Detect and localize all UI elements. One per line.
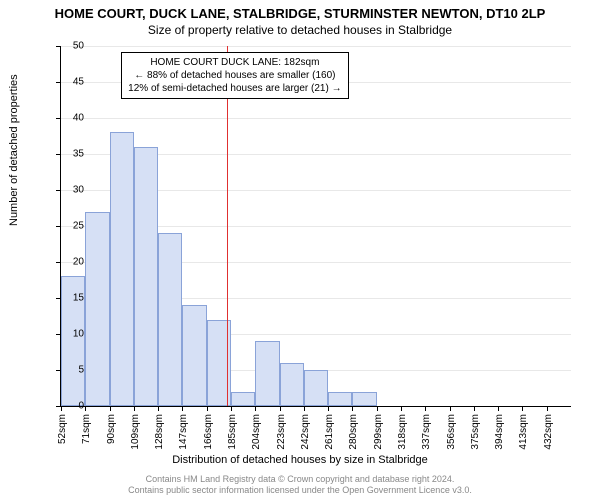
histogram-bar: [182, 305, 206, 406]
x-tick: [352, 406, 353, 411]
y-tick-label: 10: [44, 329, 84, 340]
x-tick-label: 261sqm: [324, 414, 335, 450]
x-tick-label: 71sqm: [81, 414, 92, 444]
y-tick-label: 30: [44, 185, 84, 196]
x-tick-label: 185sqm: [227, 414, 238, 450]
x-tick-label: 52sqm: [57, 414, 68, 444]
x-tick: [425, 406, 426, 411]
x-tick: [280, 406, 281, 411]
histogram-chart: HOME COURT DUCK LANE: 182sqm ← 88% of de…: [60, 46, 570, 406]
y-tick-label: 0: [44, 401, 84, 412]
y-tick-label: 35: [44, 149, 84, 160]
histogram-bar: [255, 341, 279, 406]
x-tick: [401, 406, 402, 411]
gridline: [61, 46, 571, 47]
x-tick-label: 90sqm: [106, 414, 117, 444]
x-tick-label: 223sqm: [276, 414, 287, 450]
x-tick: [304, 406, 305, 411]
x-tick: [85, 406, 86, 411]
attribution-line: Contains HM Land Registry data © Crown c…: [0, 474, 600, 485]
attribution-text: Contains HM Land Registry data © Crown c…: [0, 474, 600, 496]
histogram-bar: [110, 132, 134, 406]
x-tick: [474, 406, 475, 411]
histogram-bar: [134, 147, 158, 406]
histogram-bar: [328, 392, 352, 406]
y-tick-label: 20: [44, 257, 84, 268]
x-tick: [134, 406, 135, 411]
annotation-line: HOME COURT DUCK LANE: 182sqm: [128, 56, 341, 69]
x-tick: [158, 406, 159, 411]
x-tick-label: 128sqm: [154, 414, 165, 450]
x-tick-label: 166sqm: [203, 414, 214, 450]
histogram-bar: [304, 370, 328, 406]
x-tick-label: 204sqm: [251, 414, 262, 450]
x-tick: [231, 406, 232, 411]
x-tick-label: 299sqm: [373, 414, 384, 450]
x-tick-label: 318sqm: [397, 414, 408, 450]
x-tick: [547, 406, 548, 411]
y-tick-label: 25: [44, 221, 84, 232]
x-tick-label: 413sqm: [518, 414, 529, 450]
x-tick: [522, 406, 523, 411]
x-tick-label: 109sqm: [130, 414, 141, 450]
y-tick-label: 15: [44, 293, 84, 304]
attribution-line: Contains public sector information licen…: [0, 485, 600, 496]
page-subtitle: Size of property relative to detached ho…: [0, 21, 600, 37]
y-tick-label: 45: [44, 77, 84, 88]
x-tick: [498, 406, 499, 411]
histogram-bar: [85, 212, 109, 406]
histogram-bar: [231, 392, 255, 406]
marker-annotation: HOME COURT DUCK LANE: 182sqm ← 88% of de…: [121, 52, 348, 99]
gridline: [61, 118, 571, 119]
x-tick: [255, 406, 256, 411]
plot-area: [60, 46, 571, 407]
x-tick-label: 356sqm: [446, 414, 457, 450]
annotation-line: 12% of semi-detached houses are larger (…: [128, 82, 341, 95]
x-axis-label: Distribution of detached houses by size …: [0, 454, 600, 466]
x-tick: [110, 406, 111, 411]
annotation-line: ← 88% of detached houses are smaller (16…: [128, 69, 341, 82]
x-tick: [328, 406, 329, 411]
x-tick-label: 280sqm: [348, 414, 359, 450]
x-tick-label: 242sqm: [300, 414, 311, 450]
histogram-bar: [158, 233, 182, 406]
x-tick-label: 394sqm: [494, 414, 505, 450]
x-tick-label: 375sqm: [470, 414, 481, 450]
x-tick: [450, 406, 451, 411]
x-tick-label: 432sqm: [543, 414, 554, 450]
y-tick-label: 50: [44, 41, 84, 52]
y-axis-label: Number of detached properties: [8, 74, 20, 226]
y-tick-label: 40: [44, 113, 84, 124]
histogram-bar: [280, 363, 304, 406]
x-tick: [207, 406, 208, 411]
x-tick-label: 337sqm: [421, 414, 432, 450]
histogram-bar: [352, 392, 376, 406]
x-tick-label: 147sqm: [178, 414, 189, 450]
page-title: HOME COURT, DUCK LANE, STALBRIDGE, STURM…: [0, 0, 600, 21]
marker-line: [227, 46, 228, 406]
y-tick-label: 5: [44, 365, 84, 376]
x-tick: [377, 406, 378, 411]
x-tick: [182, 406, 183, 411]
